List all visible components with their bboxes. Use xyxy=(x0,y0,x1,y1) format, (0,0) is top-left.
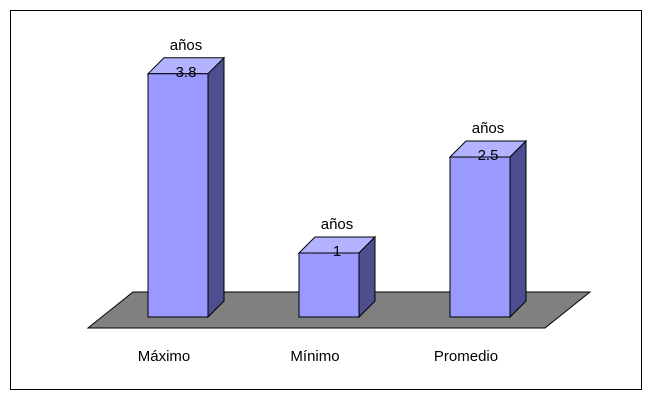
value-label: 2.5 xyxy=(478,147,499,164)
x-tick-label: Máximo xyxy=(138,348,191,365)
bar xyxy=(448,139,528,319)
bar-front xyxy=(147,73,209,318)
value-label: 3.8 xyxy=(176,64,197,81)
chart-border xyxy=(10,10,642,390)
x-tick-label: Promedio xyxy=(434,348,498,365)
bar xyxy=(146,56,226,319)
unit-label: años xyxy=(170,37,203,54)
unit-label: años xyxy=(472,120,505,137)
bar xyxy=(297,235,377,319)
bar-side xyxy=(509,139,527,319)
bar-front xyxy=(298,252,360,318)
bar-front xyxy=(449,156,511,318)
x-tick-label: Mínimo xyxy=(290,348,339,365)
value-label: 1 xyxy=(333,243,341,260)
bar-side xyxy=(207,56,225,319)
unit-label: años xyxy=(321,216,354,233)
